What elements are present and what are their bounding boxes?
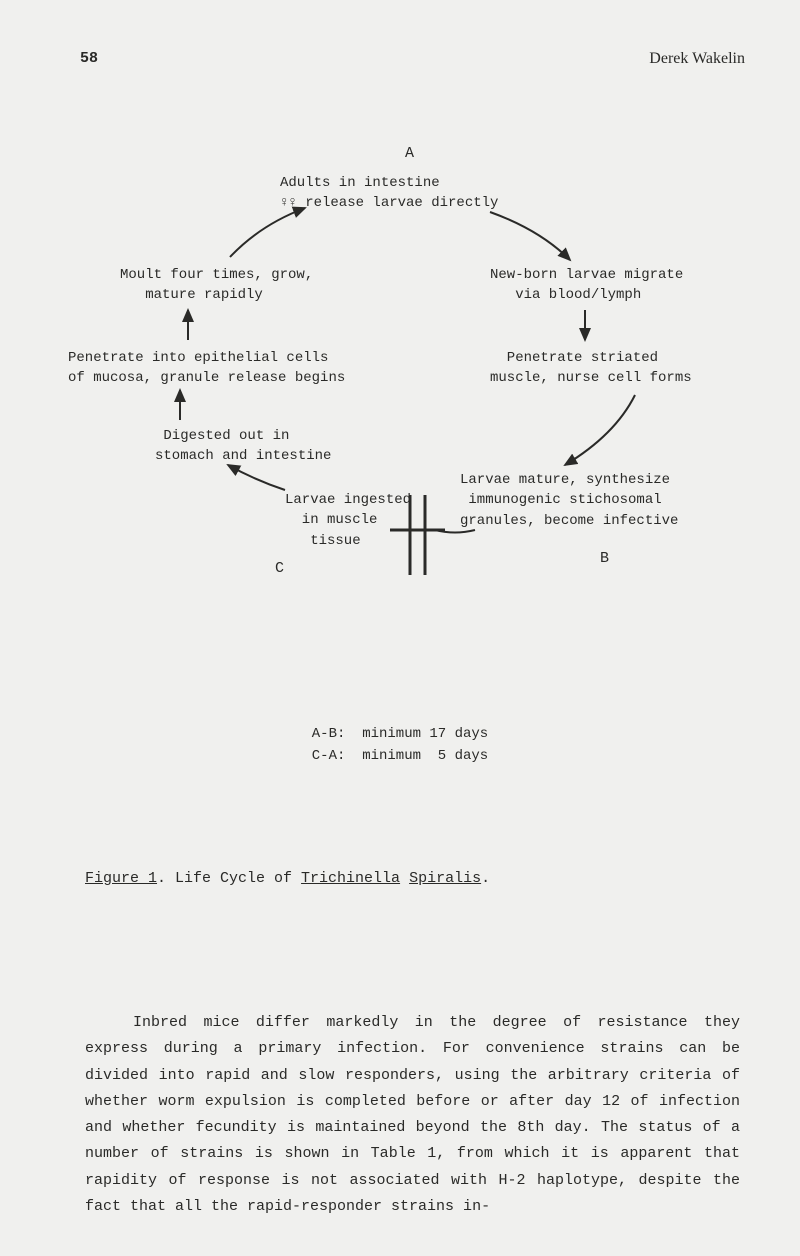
node-digested: Digested out in stomach and intestine [155,426,331,467]
node-penetrate-epithelial: Penetrate into epithelial cells of mucos… [68,348,345,389]
figure-middle: . Life Cycle of [157,870,301,887]
body-paragraph: Inbred mice differ markedly in the degre… [85,1010,740,1220]
marker-a: A [405,145,414,162]
author-name: Derek Wakelin [649,50,745,68]
figure-species2: Spiralis [409,870,481,887]
node-penetrate-striated: Penetrate striated muscle, nurse cell fo… [490,348,692,389]
figure-suffix: . [481,870,490,887]
body-text-content: Inbred mice differ markedly in the degre… [85,1010,740,1220]
node-larvae-ingested: Larvae ingested in muscle tissue [285,490,411,551]
marker-c: C [275,560,284,577]
figure-caption: Figure 1. Life Cycle of Trichinella Spir… [85,870,490,887]
node-moult: Moult four times, grow, mature rapidly [120,265,313,306]
node-larvae-mature: Larvae mature, synthesize immunogenic st… [460,470,678,531]
node-newborn: New-born larvae migrate via blood/lymph [490,265,683,306]
figure-prefix: Figure 1 [85,870,157,887]
lifecycle-diagram: A B C Adults in intestine ♀♀ release lar… [60,130,740,660]
node-adults: Adults in intestine ♀♀ release larvae di… [280,173,498,214]
page-number: 58 [80,50,98,68]
marker-b: B [600,550,609,567]
timing-block: A-B: minimum 17 days C-A: minimum 5 days [0,720,800,770]
timing-ab: A-B: minimum 17 days [0,726,800,742]
timing-ca: C-A: minimum 5 days [0,748,800,764]
figure-space [400,870,409,887]
figure-species1: Trichinella [301,870,400,887]
